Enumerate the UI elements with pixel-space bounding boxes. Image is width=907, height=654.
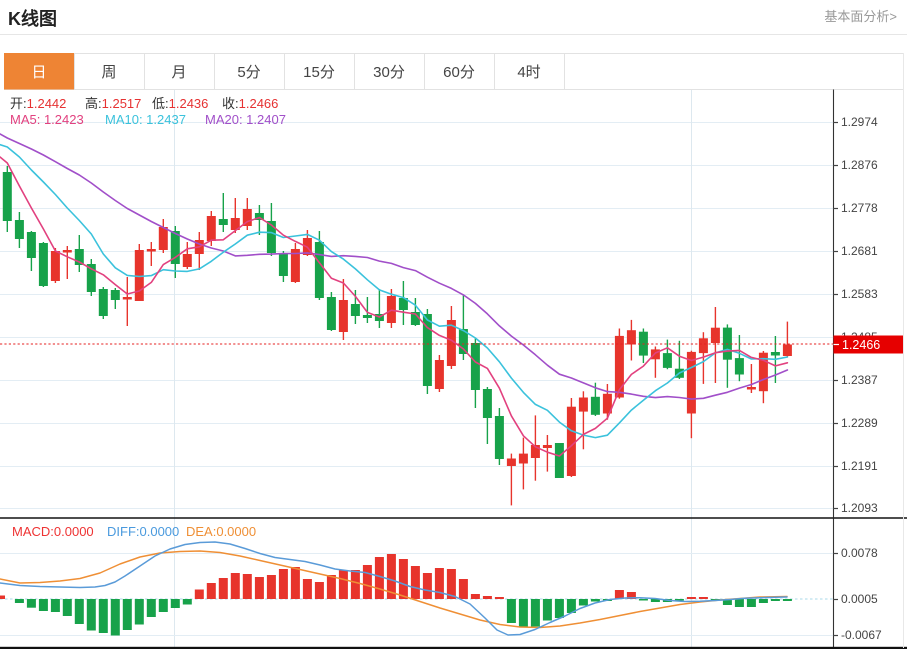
svg-text:0.0005: 0.0005 — [841, 592, 878, 606]
svg-text:15分: 15分 — [303, 64, 335, 81]
svg-text:月: 月 — [171, 64, 186, 81]
svg-text:1.2093: 1.2093 — [841, 501, 878, 515]
svg-text:K线图: K线图 — [8, 8, 57, 29]
svg-text:MA5: 1.2423: MA5: 1.2423 — [10, 112, 84, 127]
svg-text:MACD:0.0000: MACD:0.0000 — [12, 524, 94, 539]
svg-text:1.2583: 1.2583 — [841, 287, 878, 301]
svg-text:低:1.2436: 低:1.2436 — [152, 96, 208, 111]
svg-text:60分: 60分 — [443, 64, 475, 81]
svg-text:1.2681: 1.2681 — [841, 244, 878, 258]
svg-text:开:1.2442: 开:1.2442 — [10, 96, 66, 111]
svg-text:周: 周 — [101, 64, 116, 81]
svg-text:-0.0067: -0.0067 — [841, 628, 882, 642]
svg-text:1.2974: 1.2974 — [841, 115, 878, 129]
svg-text:基本面分析>: 基本面分析> — [824, 9, 897, 24]
svg-text:日: 日 — [31, 64, 46, 81]
svg-text:1.2387: 1.2387 — [841, 373, 878, 387]
svg-text:DEA:0.0000: DEA:0.0000 — [186, 524, 256, 539]
svg-text:收:1.2466: 收:1.2466 — [222, 96, 278, 111]
svg-text:5分: 5分 — [237, 64, 260, 81]
svg-text:4时: 4时 — [517, 64, 540, 81]
svg-text:1.2191: 1.2191 — [841, 459, 878, 473]
svg-text:0.0078: 0.0078 — [841, 546, 878, 560]
svg-text:MA10: 1.2437: MA10: 1.2437 — [105, 112, 186, 127]
svg-text:高:1.2517: 高:1.2517 — [85, 96, 141, 111]
svg-text:1.2778: 1.2778 — [841, 201, 878, 215]
svg-text:1.2876: 1.2876 — [841, 158, 878, 172]
svg-text:30分: 30分 — [373, 64, 405, 81]
svg-text:MA20: 1.2407: MA20: 1.2407 — [205, 112, 286, 127]
svg-text:1.2466: 1.2466 — [842, 338, 880, 352]
svg-text:1.2289: 1.2289 — [841, 416, 878, 430]
svg-text:DIFF:0.0000: DIFF:0.0000 — [107, 524, 179, 539]
